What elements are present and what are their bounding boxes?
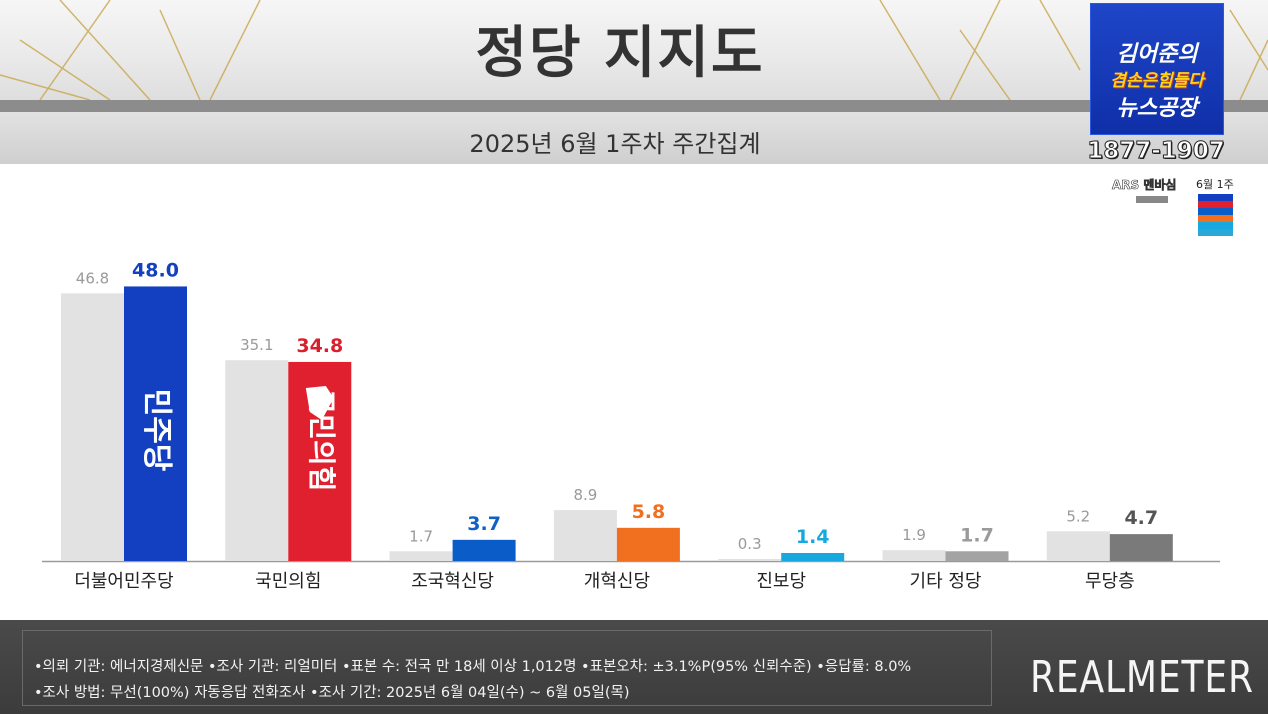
value-label-curr: 34.8 xyxy=(296,335,343,357)
logo-line2: 겸손은힘들다 xyxy=(1110,71,1204,91)
subtitle-bar xyxy=(0,112,1268,164)
header-banner xyxy=(0,0,1268,100)
week-label: 6월 1주 xyxy=(1196,178,1234,191)
bar-prev xyxy=(61,293,124,561)
category-label: 더불어민주당 xyxy=(74,571,173,592)
value-label-curr: 4.7 xyxy=(1124,507,1158,529)
news-factory-logo: 김어준의 겸손은힘들다 뉴스공장 xyxy=(1090,3,1224,135)
party-support-chart: 46.8 48.0 더불어민주당 35.1 34.8 국민의힘 1.7 3.7 조국혁신당 8.9… xyxy=(42,259,1220,592)
gold-lines-decoration xyxy=(0,0,1268,100)
page-subtitle: 2025년 6월 1주차 주간집계 xyxy=(469,130,761,158)
value-label-curr: 1.4 xyxy=(796,526,830,548)
bar-curr xyxy=(124,286,187,561)
bar-curr xyxy=(945,551,1009,561)
value-label-prev: 35.1 xyxy=(240,336,273,354)
bar-curr xyxy=(1109,534,1173,561)
bar-prev xyxy=(553,510,617,561)
survey-note-line1: •의뢰 기관: 에너지경제신문 •조사 기관: 리얼미터 •표본 수: 전국 만… xyxy=(34,659,912,675)
survey-note-line2: •조사 방법: 무선(100%) 자동응답 전화조사 •조사 기간: 2025년… xyxy=(34,685,630,701)
header-divider xyxy=(0,100,1268,112)
value-label-prev: 0.3 xyxy=(738,535,762,553)
swatch-orange xyxy=(1198,215,1233,222)
logo-line3: 뉴스공장 xyxy=(1116,96,1198,121)
swatch-sky xyxy=(1198,222,1233,229)
page-title: 정당 지지도 xyxy=(475,21,765,86)
swatch-blue xyxy=(1198,194,1233,201)
phone-number: 1877-1907 xyxy=(1087,138,1226,165)
bar-prev xyxy=(718,559,782,561)
value-label-prev: 5.2 xyxy=(1066,507,1090,525)
category-label: 국민의힘 xyxy=(255,571,321,592)
bar-prev xyxy=(882,550,946,561)
swatch-blue2 xyxy=(1198,208,1233,215)
category-label: 기타 정당 xyxy=(910,571,982,592)
bar-prev xyxy=(1046,531,1110,561)
bar-prev xyxy=(225,360,289,561)
bar-curr xyxy=(781,552,845,561)
category-label: 무당층 xyxy=(1085,571,1135,592)
value-label-prev: 46.8 xyxy=(76,269,109,287)
bar-curr xyxy=(616,527,680,561)
value-label-prev: 1.7 xyxy=(409,527,433,545)
realmeter-brand: REALMETER xyxy=(1030,652,1254,703)
value-label-curr: 3.7 xyxy=(467,513,501,535)
value-label-curr: 1.7 xyxy=(960,524,994,546)
bar-prev xyxy=(389,551,453,561)
ars-label: ARS 멘바심 xyxy=(1112,178,1177,193)
category-label: 조국혁신당 xyxy=(411,571,494,592)
swatch-sky2 xyxy=(1198,229,1233,236)
value-label-prev: 1.9 xyxy=(902,526,926,544)
ars-gray-swatch xyxy=(1136,196,1168,203)
value-label-curr: 5.8 xyxy=(632,501,666,523)
category-label: 개혁신당 xyxy=(584,571,650,592)
ppp-logo-shape xyxy=(305,386,334,420)
footer-bar xyxy=(0,620,1268,714)
value-label-prev: 8.9 xyxy=(573,486,597,504)
bar-curr xyxy=(452,539,516,561)
swatch-red xyxy=(1198,201,1233,208)
party-mark-label: 민주당 xyxy=(139,389,174,472)
survey-notes-box xyxy=(22,630,992,706)
value-label-curr: 48.0 xyxy=(132,259,179,281)
logo-line1: 김어준의 xyxy=(1116,42,1198,67)
category-label: 진보당 xyxy=(756,571,806,592)
